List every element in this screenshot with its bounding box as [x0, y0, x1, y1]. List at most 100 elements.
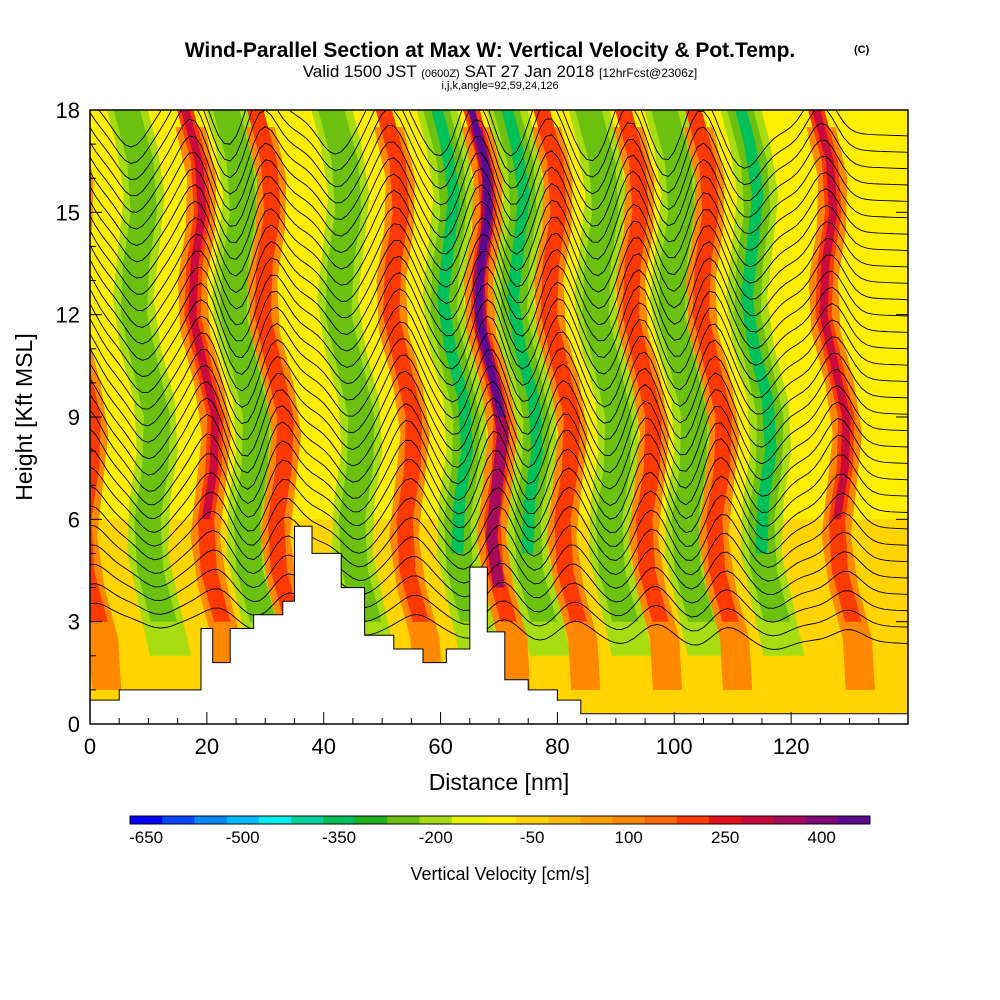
colorbar-swatch	[290, 816, 324, 824]
downdraft-core	[575, 110, 639, 622]
y-tick-label: 15	[56, 200, 80, 225]
theta-contour	[90, 282, 908, 383]
theta-contour	[90, 466, 908, 555]
y-tick-label: 9	[68, 405, 80, 430]
y-tick-label: 0	[68, 712, 80, 737]
downdraft-core	[212, 110, 277, 622]
colorbar-label: -500	[226, 828, 260, 847]
theta-contour	[90, 583, 908, 637]
grid-info: i,j,k,angle=92,59,24,126	[441, 80, 558, 92]
colorbar-frame	[129, 815, 871, 825]
x-tick-label: 60	[428, 734, 452, 759]
valid-time: Valid 1500 JST (0600Z) SAT 27 Jan 2018 […	[303, 62, 698, 81]
theta-contour	[90, 184, 908, 284]
theta-contour	[90, 135, 908, 235]
theta-contour	[90, 110, 908, 202]
colorbar-swatch	[773, 816, 807, 824]
colorbar-label: -350	[322, 828, 356, 847]
updraft-band	[90, 162, 122, 690]
colorbar-label: 100	[615, 828, 643, 847]
theta-contour	[90, 394, 908, 497]
theta-contour	[90, 233, 908, 333]
downdraft-strong-core	[431, 110, 473, 554]
chart-title: Wind-Parallel Section at Max W: Vertical…	[185, 39, 796, 62]
forecast-info: [12hrFcst@2306z]	[599, 66, 697, 80]
copyright-mark: (C)	[854, 44, 870, 56]
colorbar-swatch	[258, 816, 292, 824]
colorbar-label: -650	[129, 828, 163, 847]
colorbar-label: -200	[419, 828, 453, 847]
downdraft-core	[113, 110, 177, 622]
x-tick-label: 100	[656, 734, 693, 759]
colorbar-title: Vertical Velocity [cm/s]	[410, 864, 589, 884]
theta-contour	[90, 564, 908, 623]
colorbar-swatch	[837, 816, 871, 824]
valid-utc: (0600Z)	[421, 68, 460, 80]
colorbar-label: 250	[711, 828, 739, 847]
theta-contour	[90, 266, 908, 366]
valid-date: SAT 27 Jan 2018	[464, 62, 594, 81]
theta-contour	[90, 524, 908, 596]
theta-contour	[90, 505, 908, 582]
colorbar-swatch	[805, 816, 839, 824]
colorbar-swatch	[644, 816, 678, 824]
updraft-peak-core	[468, 110, 506, 417]
x-axis: 0 20 40 60 80 100 120	[84, 712, 880, 759]
x-tick-label: 120	[773, 734, 810, 759]
theta-contour	[90, 118, 908, 218]
y-tick-label: 18	[56, 98, 80, 123]
colorbar-label: -50	[520, 828, 545, 847]
theta-contour	[90, 217, 908, 316]
theta-contour	[90, 447, 908, 541]
theta-contour	[90, 602, 908, 650]
theta-contour	[90, 250, 908, 350]
updraft-strong-core	[181, 110, 220, 520]
theta-contour	[90, 363, 908, 465]
x-tick-label: 0	[84, 734, 96, 759]
colorbar-swatch	[355, 816, 388, 824]
plot-area	[90, 110, 908, 724]
colorbar-label: 400	[808, 828, 836, 847]
theta-contour	[90, 298, 908, 399]
theta-contours	[90, 110, 908, 650]
y-axis-title: Height [Kft MSL]	[11, 333, 37, 500]
colorbar-swatch	[548, 816, 581, 824]
colorbar-swatch	[323, 816, 356, 824]
x-tick-label: 40	[311, 734, 335, 759]
colorbar-swatch	[162, 816, 195, 824]
colorbar-swatch	[612, 816, 646, 824]
theta-contour	[90, 167, 908, 268]
y-tick-label: 3	[68, 610, 80, 635]
theta-contour	[98, 110, 908, 169]
colorbar-swatch	[451, 816, 485, 824]
x-tick-label: 80	[545, 734, 569, 759]
colorbar-swatch	[387, 816, 420, 824]
theta-contour	[90, 378, 908, 481]
theta-contour	[90, 315, 908, 415]
colorbar-swatch	[676, 816, 710, 824]
colorbar-swatch	[516, 816, 549, 824]
theta-contour	[90, 332, 908, 431]
downdraft-strong-core	[501, 110, 543, 554]
colorbar-swatch	[580, 816, 613, 824]
colorbar: -650 -500 -350 -200 -50 100 250 400	[129, 815, 871, 847]
theta-contour	[90, 348, 908, 448]
theta-contour	[90, 152, 908, 251]
colorbar-swatch	[741, 816, 774, 824]
theta-contour	[90, 428, 908, 527]
updraft-core	[90, 369, 108, 622]
terrain	[90, 525, 908, 724]
colorbar-swatch	[226, 816, 260, 824]
x-tick-label: 20	[195, 734, 219, 759]
y-axis: 0 3 6 9 12 15 18	[56, 98, 908, 737]
colorbar-swatch	[709, 816, 742, 824]
colorbar-swatch	[130, 816, 163, 824]
x-axis-title: Distance [nm]	[429, 769, 570, 795]
colorbar-swatch	[483, 816, 517, 824]
theta-contour	[90, 485, 908, 568]
downdraft-core	[651, 110, 715, 622]
y-tick-label: 6	[68, 507, 80, 532]
colorbar-swatch	[194, 816, 227, 824]
theta-contour	[90, 544, 908, 609]
